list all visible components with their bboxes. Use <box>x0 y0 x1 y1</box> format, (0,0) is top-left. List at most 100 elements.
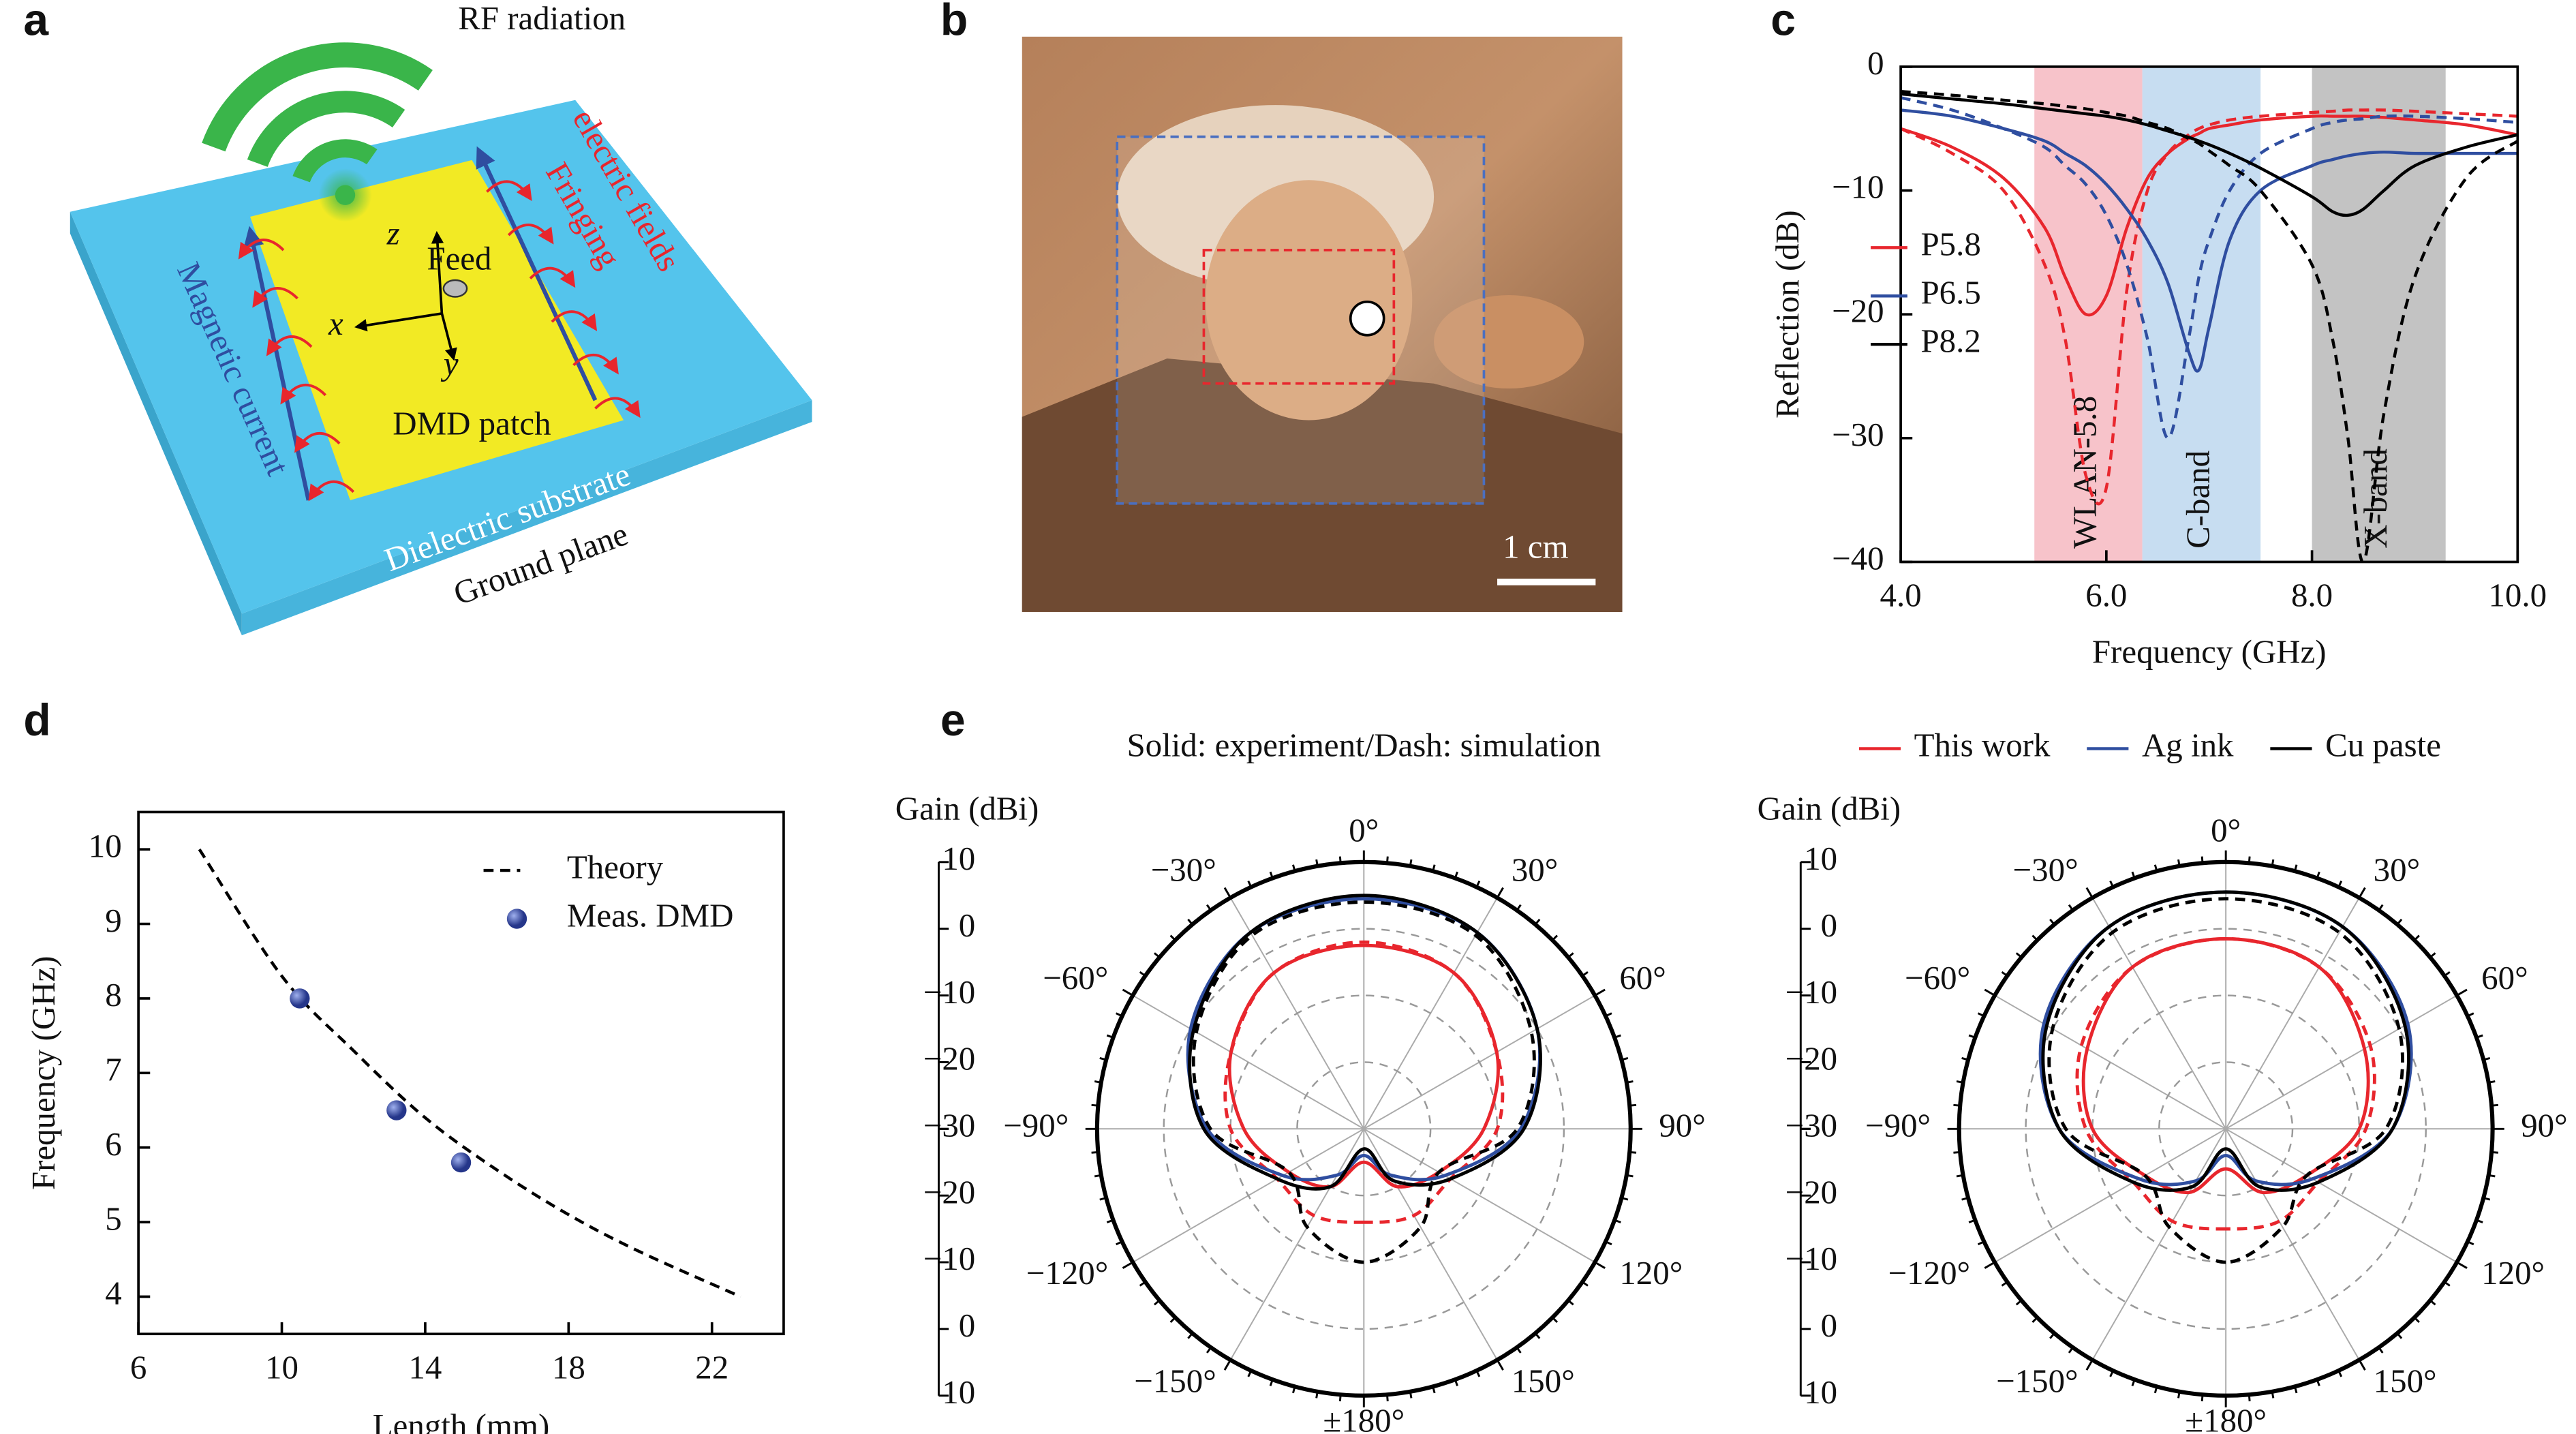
ring-tick <box>1953 1150 1961 1154</box>
ring-tick <box>2271 1391 2275 1399</box>
ring-tick <box>1567 952 1574 958</box>
pattern-line <box>1191 900 1536 1264</box>
ring-tick <box>2201 1394 2204 1402</box>
ring-tick <box>1169 934 1176 941</box>
angle-label: 120° <box>1619 1254 1683 1292</box>
caption: Solid: experiment/Dash: simulation <box>1126 727 1601 764</box>
grid-circle <box>1163 928 1565 1330</box>
r-tick-label: −10 <box>923 973 976 1011</box>
magnetic-arrow <box>476 146 598 401</box>
photo-shape <box>1434 295 1584 389</box>
radial-grid <box>1132 994 1364 1130</box>
x-axis-label: Length (mm) <box>373 1407 549 1434</box>
x-tick-label: 4.0 <box>1880 577 1922 614</box>
y-tick-label: 7 <box>105 1051 121 1088</box>
ring-tick <box>1315 1391 1319 1399</box>
ring-tick <box>1614 1034 1621 1039</box>
series-line <box>198 848 741 1298</box>
band <box>2312 66 2446 562</box>
ring-tick <box>2476 1219 2483 1223</box>
ring-tick <box>2153 1386 2158 1394</box>
x-tick-label: 6 <box>130 1348 147 1386</box>
r-tick-label: −30 <box>923 1107 976 1144</box>
band-label: C-band <box>2179 451 2217 549</box>
ring-tick <box>1223 1359 1231 1371</box>
ring-tick <box>1223 887 1231 899</box>
ring-tick <box>1977 1240 1985 1246</box>
legend-label: Meas. DMD <box>567 896 734 934</box>
band <box>2142 66 2261 562</box>
ring-tick <box>2294 864 2298 872</box>
ring-tick <box>1605 1012 1612 1018</box>
ring-tick <box>2131 1379 2136 1386</box>
angle-label: 0° <box>2211 811 2241 849</box>
panel-label: e <box>940 695 966 745</box>
ring-tick <box>1106 1034 1114 1039</box>
radial-grid <box>2091 1128 2227 1360</box>
angle-label: 60° <box>1619 959 1666 996</box>
ring-tick <box>2177 1391 2181 1399</box>
ring-tick <box>2201 856 2204 864</box>
ring-tick <box>2085 1359 2094 1371</box>
ring-tick <box>2483 1057 2491 1061</box>
angle-label: 120° <box>2481 1254 2545 1292</box>
r-tick-label: 10 <box>1804 840 1837 877</box>
ring-tick <box>2109 881 2115 888</box>
angle-label: 150° <box>2374 1362 2437 1400</box>
ring-tick <box>1269 871 1274 879</box>
y-axis-label: Reflection (dB) <box>1768 210 1806 418</box>
ring-tick <box>2248 856 2251 864</box>
ring-tick <box>1154 1299 1161 1306</box>
ring-tick <box>1122 988 1134 996</box>
feed-point <box>442 279 468 298</box>
substrate-side <box>70 211 242 636</box>
legend-label: Cu paste <box>2325 727 2441 764</box>
field-line <box>238 239 285 260</box>
ring-tick <box>1269 1379 1274 1386</box>
ring-tick <box>1187 918 1193 926</box>
magnetic-arrow <box>243 226 311 501</box>
ring-tick <box>2488 1174 2496 1178</box>
ring-tick <box>1099 1197 1107 1201</box>
ring-tick <box>2413 934 2420 941</box>
ring-tick <box>2049 918 2055 926</box>
field-line <box>266 335 313 356</box>
field-line <box>486 180 532 202</box>
wifi-arc <box>292 139 378 183</box>
ring-tick <box>2396 918 2403 926</box>
ring-tick <box>2068 1347 2074 1354</box>
ring-tick <box>2068 904 2074 911</box>
photo-shape <box>1205 180 1413 421</box>
x-axis-label: Frequency (GHz) <box>2092 633 2327 671</box>
angle-label: 30° <box>1512 851 1559 889</box>
y-axis-label: Frequency (GHz) <box>25 956 62 1190</box>
field-line <box>594 397 641 418</box>
angle-label: 150° <box>1512 1362 1575 1400</box>
angle-label: −150° <box>1996 1362 2079 1400</box>
r-tick-label: −10 <box>1785 973 1838 1011</box>
ring-tick <box>2271 859 2275 867</box>
ring-tick <box>1292 864 1296 872</box>
transparent-antenna <box>1116 135 1486 505</box>
ring-tick <box>2378 904 2384 911</box>
panel-label: b <box>940 0 968 45</box>
ring-tick <box>1475 881 1481 888</box>
ring-tick <box>1629 1150 1637 1154</box>
ring-tick <box>2316 871 2320 879</box>
ring-tick <box>1582 1281 1589 1287</box>
grid-circle <box>2025 928 2427 1330</box>
ring-tick <box>2248 1394 2251 1402</box>
radial-grid <box>1363 1128 1595 1263</box>
ring-tick <box>2491 1150 2498 1154</box>
angle-label: −60° <box>1043 959 1108 996</box>
ring-tick <box>2153 864 2158 872</box>
series-line <box>1901 96 2518 440</box>
ring-tick <box>1315 859 1319 867</box>
y-tick-label: 5 <box>105 1200 121 1237</box>
y-tick-label: 0 <box>1867 44 1884 82</box>
scale-label: 1 cm <box>1503 528 1568 566</box>
field-line <box>551 310 598 331</box>
ring-tick <box>2031 934 2038 941</box>
ring-tick <box>1099 1057 1107 1061</box>
